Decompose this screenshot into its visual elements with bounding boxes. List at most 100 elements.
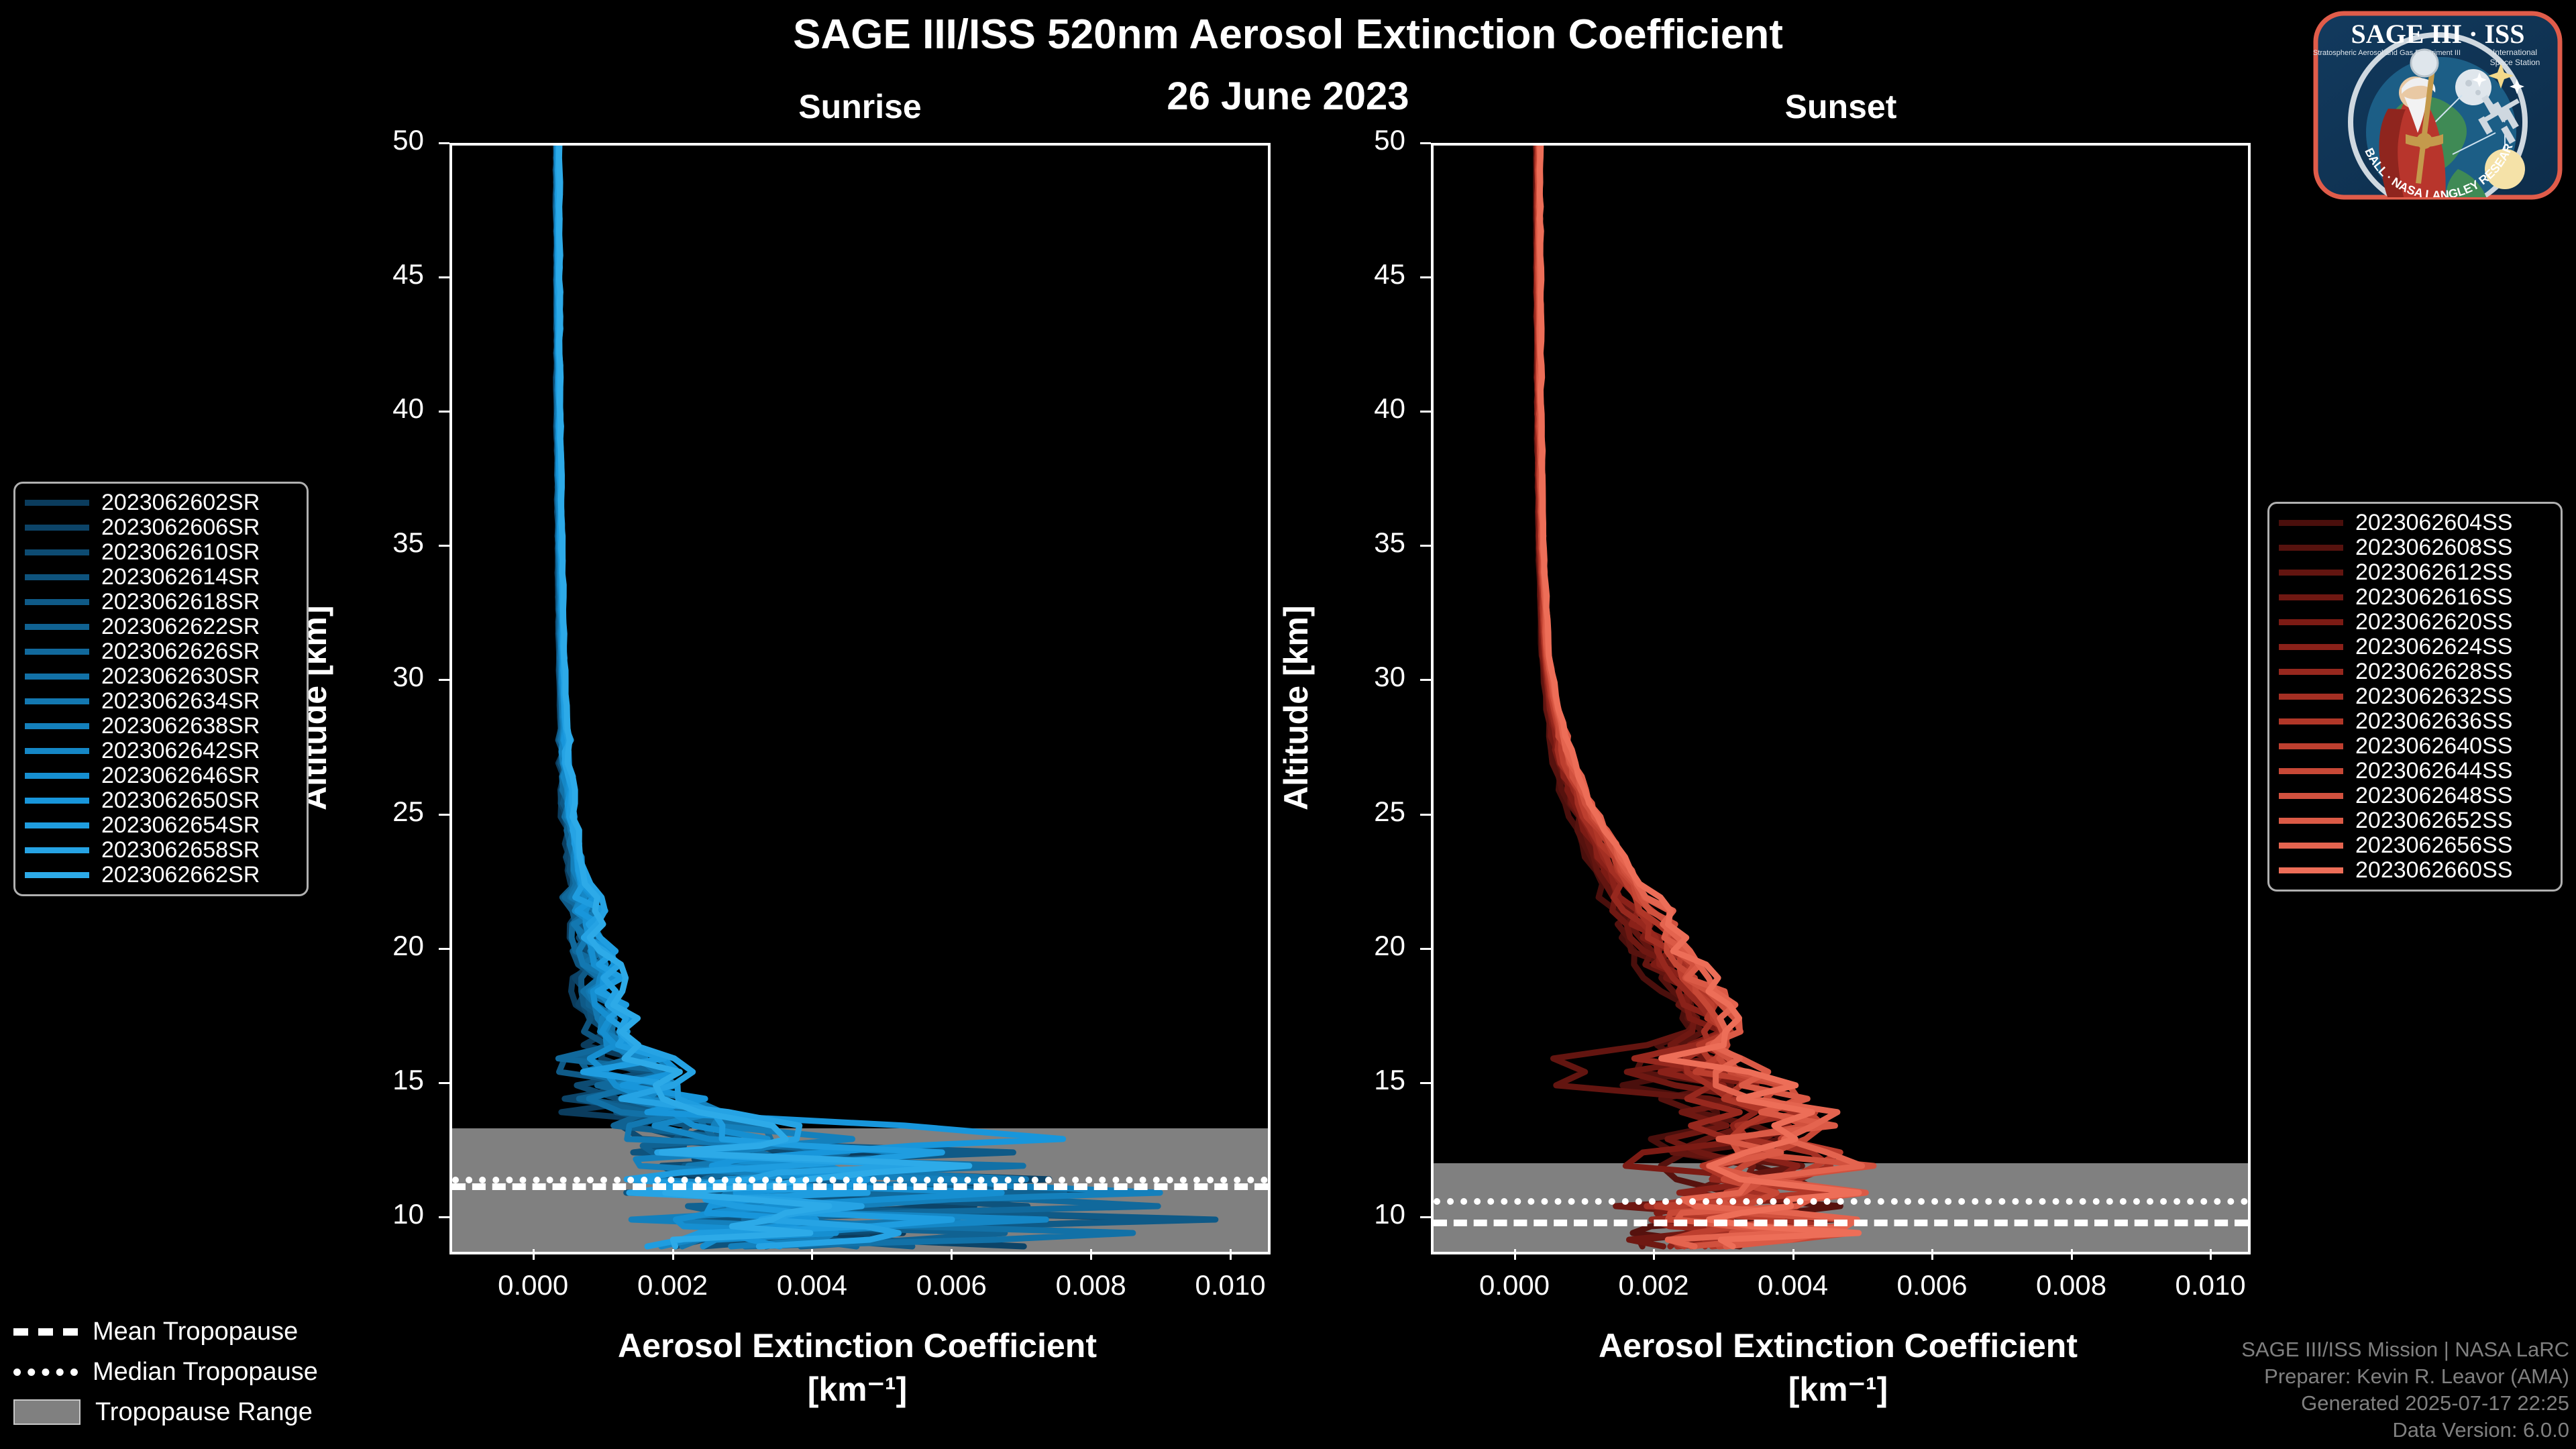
sunset-legend-item[interactable]: 2023062636SS — [2279, 708, 2551, 734]
sunrise-legend-item[interactable]: 2023062650SR — [25, 788, 297, 813]
sunrise-legend-item[interactable]: 2023062630SR — [25, 663, 297, 689]
sunset-legend-item[interactable]: 2023062632SS — [2279, 684, 2551, 709]
sunrise-legend-item[interactable]: 2023062662SR — [25, 862, 297, 888]
sunset-legend-item[interactable]: 2023062640SS — [2279, 733, 2551, 759]
x-axis-tick-label: 0.004 — [776, 1269, 847, 1301]
credit-mission: SAGE III/ISS Mission | NASA LaRC — [2241, 1338, 2569, 1361]
legend-label-mean-tropopause: Mean Tropopause — [93, 1317, 299, 1346]
sunset-legend-item[interactable]: 2023062652SS — [2279, 808, 2551, 833]
y-axis-tick — [439, 545, 449, 547]
credit-preparer: Preparer: Kevin R. Leavor (AMA) — [2264, 1364, 2569, 1388]
line-color-swatch-icon — [2279, 694, 2343, 700]
line-color-swatch-icon — [25, 549, 89, 555]
sunset-legend-item[interactable]: 2023062644SS — [2279, 758, 2551, 784]
sunrise-legend-item[interactable]: 2023062610SR — [25, 539, 297, 565]
sunrise-legend-label: 2023062622SR — [101, 614, 260, 639]
y-axis-tick — [439, 679, 449, 682]
y-axis-tick — [1420, 1081, 1431, 1084]
y-axis-tick-label: 30 — [392, 661, 424, 693]
moon-crater-2 — [2475, 90, 2481, 95]
sunset-legend-item[interactable]: 2023062616SS — [2279, 584, 2551, 610]
sunrise-legend-label: 2023062614SR — [101, 564, 260, 590]
y-axis-tick — [1420, 1216, 1431, 1218]
credit-generated: Generated 2025-07-17 22:25 — [2301, 1391, 2569, 1415]
sunset-legend-item[interactable]: 2023062648SS — [2279, 783, 2551, 808]
sunrise-legend-item[interactable]: 2023062626SR — [25, 639, 297, 664]
line-color-swatch-icon — [25, 847, 89, 853]
dashed-line-swatch-icon — [13, 1328, 78, 1336]
sunset-legend-item[interactable]: 2023062612SS — [2279, 559, 2551, 585]
sunset-legend-label: 2023062648SS — [2355, 783, 2513, 808]
line-color-swatch-icon — [25, 798, 89, 804]
line-color-swatch-icon — [25, 822, 89, 828]
y-axis-tick-label: 45 — [1374, 258, 1405, 290]
line-color-swatch-icon — [2279, 743, 2343, 749]
sunset-legend[interactable]: 2023062604SS 2023062608SS 2023062612SS 2023… — [2267, 502, 2563, 892]
sunrise-legend-item[interactable]: 2023062622SR — [25, 614, 297, 639]
sunset-legend-label: 2023062624SS — [2355, 634, 2513, 659]
logo-subtitle-right-2: Space Station — [2490, 58, 2540, 67]
profile-series-layer — [1434, 146, 2248, 1252]
sunset-legend-item[interactable]: 2023062624SS — [2279, 634, 2551, 659]
line-color-swatch-icon — [2279, 669, 2343, 675]
sunrise-legend-item[interactable]: 2023062618SR — [25, 589, 297, 614]
y-axis-tick — [1420, 276, 1431, 279]
sunset-legend-item[interactable]: 2023062628SS — [2279, 659, 2551, 684]
y-axis-tick — [439, 947, 449, 950]
line-color-swatch-icon — [2279, 594, 2343, 600]
sunset-legend-label: 2023062636SS — [2355, 708, 2513, 734]
y-axis-tick-label: 50 — [392, 124, 424, 156]
sunrise-legend-label: 2023062642SR — [101, 738, 260, 763]
x-axis-tick-label: 0.006 — [916, 1269, 987, 1301]
sunset-plot-area — [1431, 143, 2251, 1254]
stars — [2472, 63, 2524, 94]
sunrise-legend-item[interactable]: 2023062642SR — [25, 738, 297, 763]
sunrise-legend-item[interactable]: 2023062646SR — [25, 763, 297, 788]
x-axis-tick-label: 0.008 — [2036, 1269, 2107, 1301]
line-color-swatch-icon — [2279, 843, 2343, 849]
sunset-legend-label: 2023062632SS — [2355, 684, 2513, 709]
x-axis-tick-label: 0.004 — [1757, 1269, 1829, 1301]
sunrise-legend-item[interactable]: 2023062654SR — [25, 812, 297, 838]
sunset-legend-item[interactable]: 2023062608SS — [2279, 535, 2551, 560]
sunset-legend-item[interactable]: 2023062656SS — [2279, 833, 2551, 858]
sunrise-legend-item[interactable]: 2023062638SR — [25, 713, 297, 739]
sunset-legend-label: 2023062620SS — [2355, 609, 2513, 635]
sunrise-legend-item[interactable]: 2023062634SR — [25, 688, 297, 714]
sunset-legend-label: 2023062644SS — [2355, 758, 2513, 784]
x-axis-tick-label: 0.010 — [1195, 1269, 1266, 1301]
patch-ring — [2348, 32, 2528, 197]
sunrise-legend-item[interactable]: 2023062614SR — [25, 564, 297, 590]
sunset-legend-item[interactable]: 2023062604SS — [2279, 510, 2551, 535]
x-axis-tick — [951, 1249, 953, 1260]
line-color-swatch-icon — [25, 574, 89, 580]
sunset-legend-label: 2023062656SS — [2355, 833, 2513, 858]
x-axis-tick-label: 0.010 — [2175, 1269, 2246, 1301]
mean-tropopause-line — [452, 1183, 1268, 1190]
median-tropopause-line — [452, 1176, 1268, 1183]
sunrise-legend[interactable]: 2023062602SR 2023062606SR 2023062610SR 2023… — [13, 482, 309, 896]
line-color-swatch-icon — [25, 723, 89, 729]
y-axis-tick — [1420, 679, 1431, 682]
credit-data-version: Data Version: 6.0.0 — [2392, 1418, 2569, 1442]
sunrise-legend-label: 2023062662SR — [101, 862, 260, 888]
sunrise-legend-item[interactable]: 2023062658SR — [25, 837, 297, 863]
y-axis-tick-label: 30 — [1374, 661, 1405, 693]
sunrise-legend-label: 2023062630SR — [101, 663, 260, 689]
sunset-legend-label: 2023062616SS — [2355, 584, 2513, 610]
x-axis-tick — [672, 1249, 674, 1260]
x-axis-tick-label: 0.008 — [1055, 1269, 1126, 1301]
moon — [2455, 69, 2491, 105]
line-color-swatch-icon — [25, 649, 89, 655]
sunset-legend-item[interactable]: 2023062660SS — [2279, 857, 2551, 883]
sunset-legend-item[interactable]: 2023062620SS — [2279, 609, 2551, 635]
sunrise-legend-item[interactable]: 2023062602SR — [25, 490, 297, 515]
sunrise-legend-item[interactable]: 2023062606SR — [25, 515, 297, 540]
line-color-swatch-icon — [25, 525, 89, 531]
line-color-swatch-icon — [2279, 793, 2343, 799]
y-axis-tick — [1420, 947, 1431, 950]
y-axis-tick — [1420, 411, 1431, 413]
earth-landmass-2 — [2446, 169, 2488, 197]
sun — [2485, 149, 2525, 189]
